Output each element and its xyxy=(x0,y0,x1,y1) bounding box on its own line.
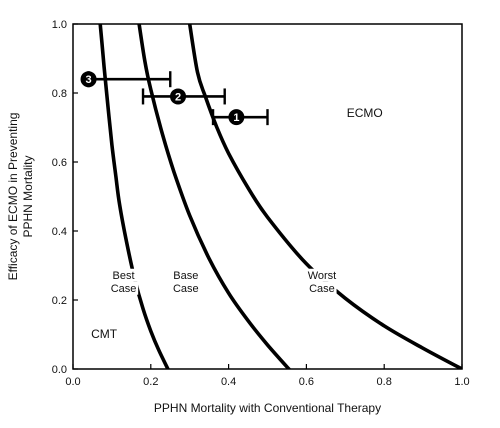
data-point-1: 1 xyxy=(211,109,269,126)
y-tick-label: 0.2 xyxy=(52,295,67,307)
series-layer xyxy=(98,24,462,369)
annotation-layer: ECMO CMT xyxy=(91,106,383,341)
region-label-cmt: CMT xyxy=(91,327,118,341)
x-tick-label: 1.0 xyxy=(454,376,469,388)
curve-label-bg xyxy=(171,281,201,295)
y-axis-title-group: Efficacy of ECMO in Preventing PPHN Mort… xyxy=(6,113,35,281)
x-tick-label: 0.0 xyxy=(65,376,80,388)
points-layer: 1 2 3 xyxy=(80,71,269,126)
x-tick-label: 0.8 xyxy=(377,376,392,388)
curve-label-bg xyxy=(307,281,337,295)
point-label: 1 xyxy=(233,112,239,124)
curve-label-base-case: Base xyxy=(173,270,198,282)
plot-area xyxy=(72,23,463,370)
series-line-worst-case xyxy=(187,24,462,369)
y-tick-label: 0.8 xyxy=(52,88,67,100)
y-tick-label: 1.0 xyxy=(52,19,67,31)
data-point-3: 3 xyxy=(80,71,172,88)
curve-label-bg xyxy=(108,268,139,282)
y-axis-title-line-2: PPHN Mortality xyxy=(21,155,35,237)
y-tick-label: 0.4 xyxy=(52,226,67,238)
region-label-ecmo: ECMO xyxy=(347,106,383,120)
x-tick-label: 0.2 xyxy=(143,376,158,388)
curve-label-bg xyxy=(303,268,340,282)
point-marker xyxy=(80,71,97,88)
point-marker xyxy=(170,88,187,105)
curve-label-base-case: Case xyxy=(173,283,199,295)
x-axis: 0.0 0.2 0.4 0.6 0.8 1.0 xyxy=(65,364,470,388)
plot-frame xyxy=(72,23,463,370)
point-marker xyxy=(228,109,245,126)
curve-label-bg xyxy=(108,281,139,295)
y-axis-title-line-1: Efficacy of ECMO in Preventing xyxy=(6,113,20,281)
curve-label-best-case: Case xyxy=(111,283,137,295)
y-tick-label: 0.6 xyxy=(52,157,67,169)
curve-label-bg xyxy=(171,268,201,282)
curve-label-worst-case: Case xyxy=(309,283,335,295)
y-axis: 0.0 0.2 0.4 0.6 0.8 1.0 xyxy=(52,19,78,376)
series-line-base-case xyxy=(137,24,291,369)
point-label: 2 xyxy=(175,91,181,103)
x-axis-title: PPHN Mortality with Conventional Therapy xyxy=(154,401,381,415)
curve-label-best-case: Best xyxy=(113,270,135,282)
curve-label-worst-case: Worst xyxy=(308,270,337,282)
y-tick-label: 0.0 xyxy=(52,364,67,376)
x-tick-label: 0.6 xyxy=(299,376,314,388)
x-tick-label: 0.4 xyxy=(221,376,236,388)
point-label: 3 xyxy=(85,74,91,86)
data-point-2: 2 xyxy=(141,88,226,105)
series-line-best-case xyxy=(98,24,170,369)
